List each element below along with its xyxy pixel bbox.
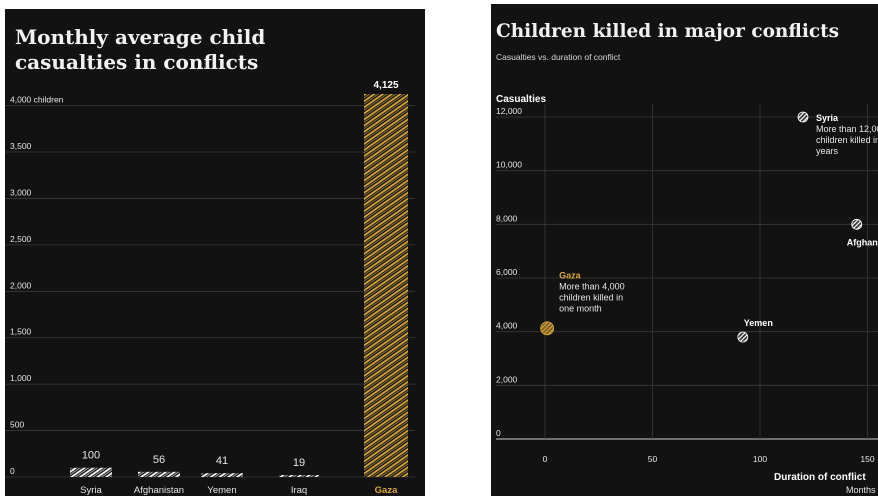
- point-annotation: More than 4,000: [559, 281, 625, 291]
- bar-iraq: [279, 475, 319, 477]
- bar-afghanistan: [138, 471, 180, 477]
- bar-value-label: 41: [216, 455, 228, 467]
- y-tick-label: 3,500: [10, 141, 32, 151]
- point-label: Yemen: [744, 318, 773, 328]
- x-tick-label: 50: [648, 454, 658, 464]
- bar-value-label: 4,125: [373, 80, 398, 91]
- y-tick-label: 0: [10, 466, 15, 476]
- x-axis-unit: Months: [846, 485, 876, 495]
- y-axis-title: Casualties: [496, 94, 546, 105]
- point-annotation: years: [816, 146, 839, 156]
- y-tick-label: 500: [10, 420, 24, 430]
- y-tick-label: 12,000: [496, 106, 522, 116]
- scatter-chart-panel: Children killed in major conflicts Casua…: [491, 4, 878, 496]
- x-category-label: Iraq: [291, 485, 307, 496]
- bar-syria: [70, 467, 112, 477]
- y-tick-label: 1,000: [10, 373, 32, 383]
- point-label: Gaza: [559, 270, 582, 280]
- bar-chart-panel: Monthly average child casualties in conf…: [5, 9, 425, 496]
- y-tick-label: 10,000: [496, 160, 522, 170]
- point-annotation: children killed in: [559, 292, 623, 302]
- point-annotation: More than 12,000: [816, 124, 878, 134]
- y-tick-label: 1,500: [10, 327, 32, 337]
- point-gaza: [540, 321, 555, 336]
- y-tick-label: 6,000: [496, 267, 518, 277]
- scatter-chart-svg: Casualties 0 2,000 4,000 6,000 8,000 10,000 12,…: [496, 94, 878, 495]
- bar-value-label: 56: [153, 454, 165, 466]
- bar-gaza: [364, 94, 408, 477]
- scatter-chart-title: Children killed in major conflicts: [496, 21, 840, 42]
- y-tick-label: 0: [496, 428, 501, 438]
- x-tick-label: 100: [753, 454, 767, 464]
- point-annotation: one month: [559, 303, 602, 313]
- x-category-label: Gaza: [375, 485, 398, 496]
- point-afghanistan: [851, 218, 863, 230]
- point-label: Syria: [816, 113, 839, 123]
- y-tick-label: 4,000 children: [10, 95, 64, 105]
- x-category-label: Syria: [80, 485, 102, 496]
- y-tick-label: 4,000: [496, 321, 518, 331]
- x-axis-title: Duration of conflict: [774, 472, 866, 483]
- bar-chart-svg: 0 500 1,000 1,500 2,000 2,500 3,000 3,500 4,000 …: [5, 80, 415, 496]
- y-tick-label: 2,500: [10, 234, 32, 244]
- y-tick-label: 2,000: [10, 280, 32, 290]
- x-category-label: Afghanistan: [134, 485, 184, 496]
- point-syria: [797, 111, 809, 123]
- point-annotation: children killed in 10: [816, 135, 878, 145]
- bar-value-label: 19: [293, 457, 305, 469]
- point-yemen: [737, 331, 749, 343]
- y-tick-label: 8,000: [496, 213, 518, 223]
- y-tick-label: 3,000: [10, 187, 32, 197]
- bar-yemen: [201, 473, 243, 477]
- point-label: Afghanistan: [847, 237, 878, 247]
- x-category-label: Yemen: [207, 485, 236, 496]
- x-tick-label: 0: [543, 454, 548, 464]
- x-tick-label: 150: [860, 454, 874, 464]
- bar-chart-title: Monthly average child casualties in conf…: [15, 25, 266, 74]
- scatter-chart-subtitle: Casualties vs. duration of conflict: [496, 52, 621, 62]
- y-tick-label: 2,000: [496, 374, 518, 384]
- bar-value-label: 100: [82, 450, 100, 462]
